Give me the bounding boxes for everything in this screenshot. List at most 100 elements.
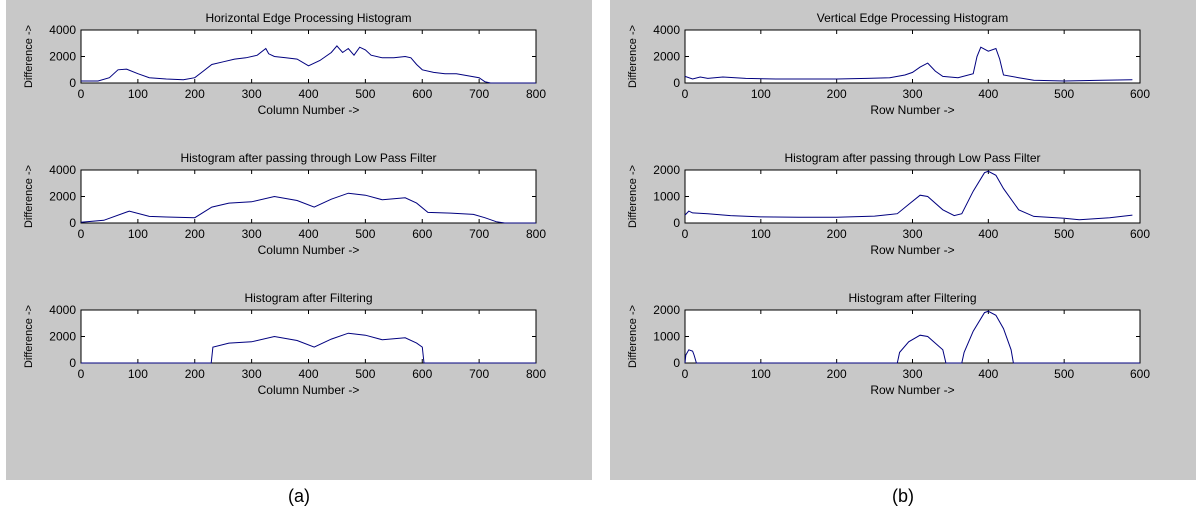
chart-title: Horizontal Edge Processing Histogram bbox=[205, 11, 411, 25]
chart-title: Histogram after passing through Low Pass… bbox=[180, 151, 436, 165]
series-line bbox=[684, 46, 1133, 82]
x-tick-label: 200 bbox=[185, 227, 205, 241]
x-tick-label: 100 bbox=[751, 367, 771, 381]
x-tick-label: 600 bbox=[412, 87, 432, 101]
chart-0-0: 0 100 200 300 400 500 600 700 800 0 2000 4000 Horizo… bbox=[23, 11, 546, 117]
series-line bbox=[81, 332, 536, 364]
y-axis-label: Difference -> bbox=[627, 305, 639, 368]
x-tick-label: 600 bbox=[1130, 87, 1150, 101]
x-tick-label: 700 bbox=[469, 87, 489, 101]
chart-0-1: 0 100 200 300 400 500 600 700 800 0 2000 4000 Histog… bbox=[23, 151, 546, 257]
chart-title: Histogram after Filtering bbox=[244, 291, 372, 305]
x-tick-label: 300 bbox=[242, 87, 262, 101]
series-line bbox=[80, 192, 536, 224]
x-tick-label: 300 bbox=[242, 227, 262, 241]
x-tick-label: 600 bbox=[1130, 367, 1150, 381]
x-axis-label: Column Number -> bbox=[258, 383, 360, 397]
x-tick-label: 200 bbox=[827, 367, 847, 381]
chart-title: Histogram after passing through Low Pass… bbox=[784, 151, 1040, 165]
x-tick-label: 0 bbox=[682, 367, 689, 381]
x-tick-label: 800 bbox=[526, 367, 546, 381]
y-tick-label: 0 bbox=[69, 356, 76, 370]
x-tick-label: 400 bbox=[978, 367, 998, 381]
x-tick-label: 100 bbox=[751, 87, 771, 101]
x-axis-label: Row Number -> bbox=[870, 383, 954, 397]
x-tick-label: 500 bbox=[1054, 227, 1074, 241]
x-tick-label: 100 bbox=[751, 227, 771, 241]
y-tick-label: 0 bbox=[69, 76, 76, 90]
chart-1-2: 0 100 200 300 400 500 600 0 1000 2000 Histogram af… bbox=[627, 291, 1150, 397]
x-tick-label: 100 bbox=[128, 227, 148, 241]
x-tick-label: 800 bbox=[526, 87, 546, 101]
series-line bbox=[81, 45, 536, 84]
x-tick-label: 500 bbox=[355, 87, 375, 101]
y-tick-label: 4000 bbox=[49, 303, 76, 317]
x-tick-label: 600 bbox=[412, 367, 432, 381]
x-axis-label: Column Number -> bbox=[258, 103, 360, 117]
panel-b-caption: (b) bbox=[892, 486, 914, 506]
y-axis-label: Difference -> bbox=[23, 165, 35, 228]
chart-0-2: 0 100 200 300 400 500 600 700 800 0 2000 4000 Histog… bbox=[23, 291, 546, 397]
series-line bbox=[684, 170, 1133, 221]
x-tick-label: 0 bbox=[682, 227, 689, 241]
plot-area bbox=[80, 29, 537, 84]
x-tick-label: 100 bbox=[128, 367, 148, 381]
x-tick-label: 300 bbox=[902, 367, 922, 381]
series-line bbox=[684, 310, 1140, 364]
x-tick-label: 300 bbox=[242, 367, 262, 381]
y-tick-label: 0 bbox=[673, 356, 680, 370]
x-tick-label: 400 bbox=[978, 87, 998, 101]
panel-a: 0 100 200 300 400 500 600 700 800 0 2000 4000 Horizo… bbox=[6, 0, 592, 480]
y-tick-label: 4000 bbox=[653, 23, 680, 37]
y-tick-label: 2000 bbox=[49, 330, 76, 344]
y-tick-label: 2000 bbox=[653, 163, 680, 177]
x-tick-label: 200 bbox=[185, 87, 205, 101]
plot-area bbox=[684, 29, 1141, 84]
chart-1-1: 0 100 200 300 400 500 600 0 1000 2000 Histogram af… bbox=[627, 151, 1150, 257]
y-tick-label: 2000 bbox=[49, 50, 76, 64]
x-tick-label: 700 bbox=[469, 367, 489, 381]
x-tick-label: 0 bbox=[78, 367, 85, 381]
x-axis-label: Column Number -> bbox=[258, 243, 360, 257]
plot-area bbox=[684, 169, 1141, 224]
x-axis-label: Row Number -> bbox=[870, 243, 954, 257]
x-tick-label: 800 bbox=[526, 227, 546, 241]
x-tick-label: 300 bbox=[902, 87, 922, 101]
x-tick-label: 100 bbox=[128, 87, 148, 101]
y-axis-label: Difference -> bbox=[23, 25, 35, 88]
plot-area bbox=[684, 309, 1141, 364]
panel-b: 0 100 200 300 400 500 600 0 2000 4000 Vertical Edg… bbox=[610, 0, 1196, 480]
x-tick-label: 600 bbox=[412, 227, 432, 241]
x-tick-label: 400 bbox=[978, 227, 998, 241]
x-tick-label: 500 bbox=[1054, 87, 1074, 101]
y-tick-label: 0 bbox=[673, 216, 680, 230]
x-tick-label: 700 bbox=[469, 227, 489, 241]
y-tick-label: 4000 bbox=[49, 163, 76, 177]
chart-1-0: 0 100 200 300 400 500 600 0 2000 4000 Vertical Edg… bbox=[627, 11, 1150, 117]
chart-title: Histogram after Filtering bbox=[848, 291, 976, 305]
y-tick-label: 0 bbox=[69, 216, 76, 230]
x-tick-label: 200 bbox=[827, 87, 847, 101]
x-tick-label: 400 bbox=[298, 87, 318, 101]
x-tick-label: 200 bbox=[185, 367, 205, 381]
x-tick-label: 0 bbox=[682, 87, 689, 101]
x-tick-label: 200 bbox=[827, 227, 847, 241]
y-axis-label: Difference -> bbox=[23, 305, 35, 368]
x-tick-label: 0 bbox=[78, 227, 85, 241]
y-tick-label: 1000 bbox=[653, 330, 680, 344]
y-axis-label: Difference -> bbox=[627, 165, 639, 228]
y-axis-label: Difference -> bbox=[627, 25, 639, 88]
plot-area bbox=[80, 169, 537, 224]
y-tick-label: 2000 bbox=[653, 303, 680, 317]
x-tick-label: 300 bbox=[902, 227, 922, 241]
x-tick-label: 400 bbox=[298, 227, 318, 241]
y-tick-label: 4000 bbox=[49, 23, 76, 37]
plot-area bbox=[80, 309, 537, 364]
y-tick-label: 2000 bbox=[653, 50, 680, 64]
panel-a-figure: 0 100 200 300 400 500 600 700 800020004000Horizo… bbox=[23, 11, 546, 397]
y-tick-label: 0 bbox=[673, 76, 680, 90]
y-tick-label: 1000 bbox=[653, 190, 680, 204]
panel-a-caption: (a) bbox=[288, 486, 310, 506]
x-axis-label: Row Number -> bbox=[870, 103, 954, 117]
